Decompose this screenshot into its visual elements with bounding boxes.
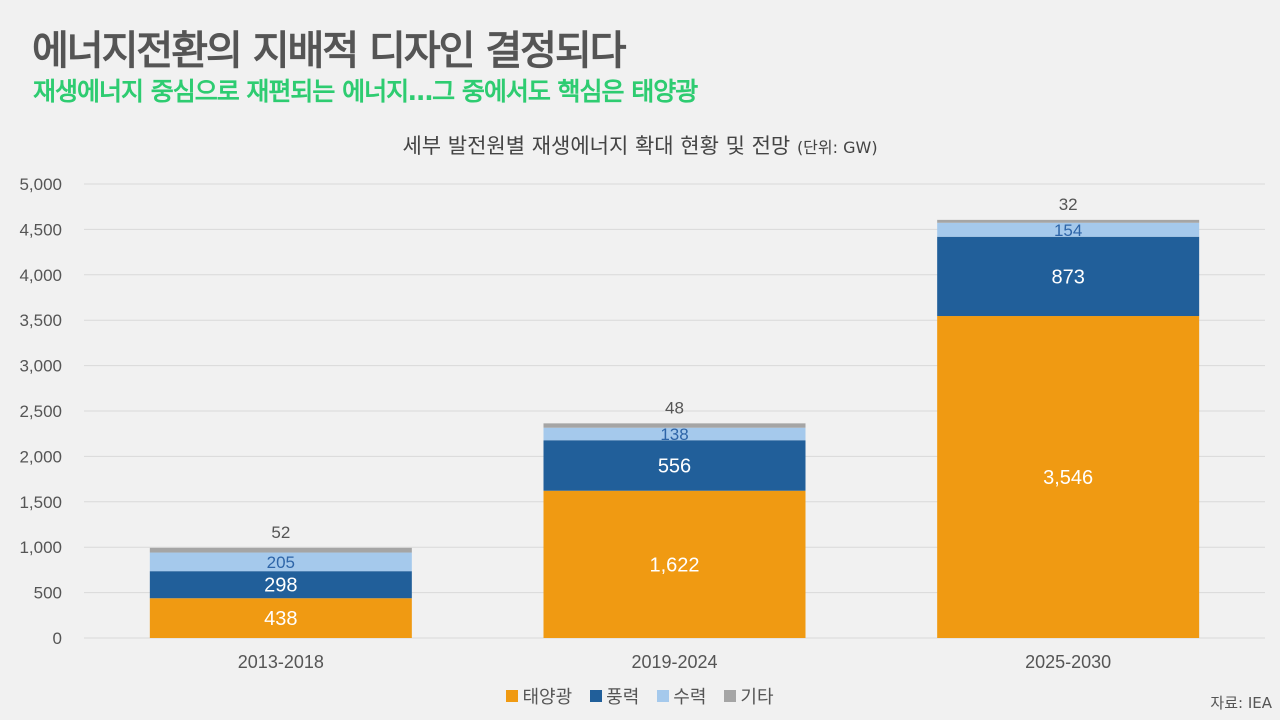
- data-label: 873: [1051, 266, 1084, 288]
- y-tick-label: 4,000: [19, 266, 62, 285]
- legend-swatch: [657, 690, 670, 702]
- legend-item: 태양광: [506, 683, 572, 709]
- y-tick-label: 4,500: [19, 220, 62, 239]
- page-subtitle: 재생에너지 중심으로 재편되는 에너지…그 중에서도 핵심은 태양광: [33, 77, 698, 106]
- chart-title: 세부 발전원별 재생에너지 확대 현황 및 전망 (단위: GW): [0, 130, 1280, 160]
- legend-swatch: [506, 690, 519, 702]
- y-tick-label: 3,000: [19, 357, 62, 376]
- y-tick-label: 1,000: [19, 538, 62, 557]
- legend-item: 기타: [724, 683, 774, 709]
- data-label: 154: [1054, 221, 1082, 240]
- chart-title-text: 세부 발전원별 재생에너지 확대 현황 및 전망: [402, 134, 791, 158]
- bar-segment-3: [543, 423, 806, 428]
- data-label: 1,622: [649, 554, 699, 576]
- legend-label: 태양광: [522, 687, 573, 708]
- data-label: 32: [1059, 195, 1078, 214]
- y-tick-label: 2,000: [19, 447, 62, 466]
- legend-label: 기타: [740, 687, 774, 708]
- data-label: 138: [660, 425, 688, 444]
- data-label: 52: [271, 523, 290, 542]
- y-tick-label: 5,000: [19, 175, 62, 194]
- y-tick-label: 3,500: [19, 311, 62, 330]
- x-tick-label: 2025-2030: [1025, 652, 1111, 672]
- bar-segment-1: [937, 236, 1200, 317]
- bar-segment-1: [149, 571, 412, 599]
- chart-legend: 태양광 풍력 수력 기타: [0, 683, 1280, 709]
- page-title: 에너지전환의 지배적 디자인 결정되다: [32, 28, 627, 74]
- chart-unit-label: (단위: GW): [796, 138, 878, 157]
- data-label: 438: [264, 608, 297, 630]
- data-label: 298: [264, 575, 297, 597]
- data-label: 3,546: [1043, 467, 1093, 489]
- legend-swatch: [724, 690, 737, 702]
- x-tick-label: 2013-2018: [238, 652, 324, 672]
- data-label: 556: [658, 455, 691, 477]
- data-label: 48: [665, 398, 684, 417]
- legend-label: 풍력: [606, 687, 640, 708]
- legend-item: 풍력: [590, 683, 639, 709]
- y-tick-label: 500: [34, 584, 62, 603]
- bar-segment-3: [937, 219, 1200, 223]
- y-tick-label: 0: [53, 629, 62, 648]
- bar-segment-3: [149, 547, 412, 553]
- legend-swatch: [590, 690, 603, 702]
- bar-segment-0: [937, 316, 1200, 638]
- x-tick-label: 2019-2024: [631, 652, 717, 672]
- source-note: 자료: IEA: [1210, 694, 1272, 712]
- bar-segment-0: [543, 490, 806, 638]
- bar-segment-2: [543, 427, 806, 441]
- y-tick-label: 1,500: [19, 493, 62, 512]
- legend-label: 수력: [673, 687, 707, 708]
- bar-segment-0: [149, 598, 412, 638]
- bar-segment-2: [937, 222, 1200, 237]
- bar-segment-1: [543, 440, 806, 491]
- y-tick-label: 2,500: [19, 402, 62, 421]
- data-label: 205: [267, 553, 295, 572]
- bar-segment-2: [149, 552, 412, 572]
- legend-item: 수력: [657, 683, 706, 709]
